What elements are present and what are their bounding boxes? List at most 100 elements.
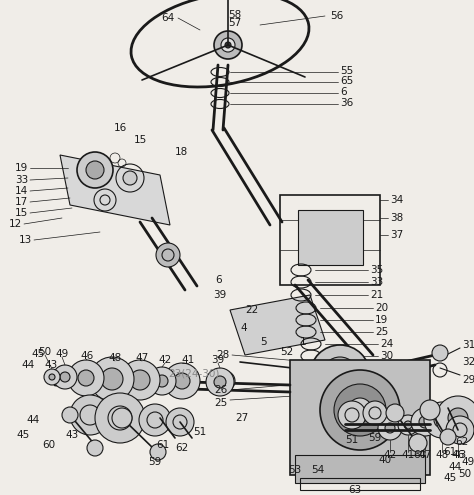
Circle shape bbox=[215, 371, 235, 391]
Circle shape bbox=[77, 152, 113, 188]
Circle shape bbox=[156, 243, 180, 267]
Text: 41: 41 bbox=[401, 450, 415, 460]
Text: 35: 35 bbox=[370, 265, 383, 275]
Text: 18: 18 bbox=[175, 147, 188, 157]
Text: 25: 25 bbox=[375, 327, 388, 337]
Text: 6: 6 bbox=[340, 87, 346, 97]
Circle shape bbox=[332, 367, 348, 383]
Circle shape bbox=[420, 400, 440, 420]
Circle shape bbox=[44, 369, 60, 385]
Text: 19: 19 bbox=[375, 315, 388, 325]
Circle shape bbox=[139, 404, 171, 436]
Text: 46: 46 bbox=[451, 450, 465, 460]
Text: 45: 45 bbox=[17, 430, 30, 440]
Text: 28: 28 bbox=[217, 350, 230, 360]
Text: 46: 46 bbox=[81, 351, 94, 361]
Text: 55: 55 bbox=[340, 66, 353, 76]
Text: 6: 6 bbox=[215, 275, 222, 285]
Circle shape bbox=[78, 370, 94, 386]
Text: 15: 15 bbox=[133, 135, 146, 145]
Circle shape bbox=[310, 345, 370, 405]
Polygon shape bbox=[230, 295, 325, 355]
Text: 33: 33 bbox=[370, 277, 383, 287]
Text: 12: 12 bbox=[9, 219, 22, 229]
Text: 34: 34 bbox=[390, 195, 403, 205]
Text: 30: 30 bbox=[380, 351, 393, 361]
Text: 45: 45 bbox=[443, 473, 456, 483]
Text: 42: 42 bbox=[383, 450, 397, 460]
Text: 44: 44 bbox=[22, 360, 35, 370]
Circle shape bbox=[53, 365, 77, 389]
Text: 51: 51 bbox=[193, 427, 207, 437]
Text: 61: 61 bbox=[156, 440, 170, 450]
Text: 37: 37 bbox=[390, 230, 403, 240]
Text: 15: 15 bbox=[15, 208, 28, 218]
Text: 1: 1 bbox=[300, 337, 307, 347]
Text: 27: 27 bbox=[235, 413, 248, 423]
Bar bbox=[295, 455, 425, 483]
Circle shape bbox=[164, 363, 200, 399]
Text: 14: 14 bbox=[15, 186, 28, 196]
Circle shape bbox=[86, 161, 104, 179]
Circle shape bbox=[334, 384, 386, 436]
Text: 59: 59 bbox=[368, 433, 382, 443]
Text: 4: 4 bbox=[240, 323, 246, 333]
Circle shape bbox=[214, 31, 242, 59]
Text: 47: 47 bbox=[419, 450, 432, 460]
Text: 49: 49 bbox=[461, 457, 474, 467]
Text: 50: 50 bbox=[38, 347, 52, 357]
Text: 20: 20 bbox=[375, 303, 388, 313]
Text: 23(24-30): 23(24-30) bbox=[169, 368, 220, 378]
Circle shape bbox=[385, 423, 395, 433]
Circle shape bbox=[386, 404, 404, 422]
Text: 60: 60 bbox=[42, 440, 55, 450]
Text: 60: 60 bbox=[413, 450, 427, 460]
Text: 43: 43 bbox=[65, 430, 79, 440]
Circle shape bbox=[112, 408, 132, 428]
Text: 56: 56 bbox=[330, 11, 343, 21]
Circle shape bbox=[87, 440, 103, 456]
Text: 50: 50 bbox=[458, 469, 472, 479]
Text: 44: 44 bbox=[27, 415, 40, 425]
Text: 38: 38 bbox=[390, 213, 403, 223]
Text: 53: 53 bbox=[288, 465, 301, 475]
Bar bbox=[290, 360, 430, 475]
Circle shape bbox=[411, 408, 439, 436]
Circle shape bbox=[322, 357, 358, 393]
Text: 57: 57 bbox=[228, 18, 242, 28]
Circle shape bbox=[120, 360, 160, 400]
Text: 32: 32 bbox=[462, 357, 474, 367]
Circle shape bbox=[95, 393, 145, 443]
Circle shape bbox=[446, 416, 474, 444]
Circle shape bbox=[174, 373, 190, 389]
Text: 19: 19 bbox=[15, 163, 28, 173]
Circle shape bbox=[60, 372, 70, 382]
Circle shape bbox=[70, 395, 110, 435]
Circle shape bbox=[206, 368, 234, 396]
Text: 5: 5 bbox=[260, 337, 266, 347]
Bar bbox=[280, 195, 380, 285]
Circle shape bbox=[49, 374, 55, 380]
Circle shape bbox=[123, 171, 137, 185]
Bar bbox=[300, 478, 420, 490]
Text: 39: 39 bbox=[213, 290, 226, 300]
Circle shape bbox=[436, 396, 474, 440]
Text: 49: 49 bbox=[55, 349, 69, 359]
Text: 58: 58 bbox=[228, 10, 242, 20]
Text: 13: 13 bbox=[19, 235, 32, 245]
Circle shape bbox=[214, 376, 226, 388]
Circle shape bbox=[378, 416, 402, 440]
Text: 45: 45 bbox=[32, 349, 45, 359]
Circle shape bbox=[432, 345, 448, 361]
Text: 31: 31 bbox=[462, 340, 474, 350]
Text: 40: 40 bbox=[378, 455, 392, 465]
Text: 62: 62 bbox=[456, 437, 469, 447]
Text: 47: 47 bbox=[136, 353, 149, 363]
Circle shape bbox=[130, 370, 150, 390]
Text: 24: 24 bbox=[380, 339, 393, 349]
Circle shape bbox=[434, 412, 450, 428]
Text: 65: 65 bbox=[340, 76, 353, 86]
Text: 33: 33 bbox=[15, 175, 28, 185]
Text: 63: 63 bbox=[348, 485, 362, 495]
Text: 29: 29 bbox=[462, 375, 474, 385]
